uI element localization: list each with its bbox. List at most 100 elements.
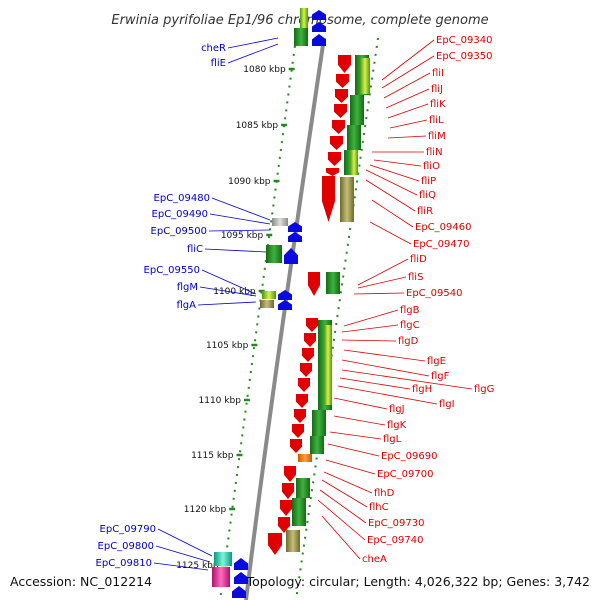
gene-block	[340, 177, 354, 222]
scale-label: 1080 kbp	[243, 65, 286, 75]
forward-gene-arrow	[268, 533, 282, 555]
leader-line	[389, 119, 428, 129]
reverse-gene-arrow	[312, 22, 326, 32]
leader-line	[353, 292, 405, 295]
leader-line	[329, 431, 382, 440]
gene-label: EpC_09480	[154, 193, 210, 204]
reverse-gene-arrow	[278, 300, 292, 310]
gene-block	[266, 245, 282, 263]
gene-label: flgI	[439, 399, 455, 410]
leader-line	[373, 159, 422, 167]
gene-label: EpC_09340	[436, 35, 492, 46]
scale-label: 1110 kbp	[199, 396, 242, 406]
gene-label: fliN	[426, 147, 443, 158]
gene-block	[262, 291, 276, 299]
gene-block	[214, 552, 232, 566]
gene-label: fliQ	[419, 190, 436, 201]
forward-gene-arrow	[306, 318, 318, 332]
gene-labels: cheR fliE EpC_09480 EpC_09490 EpC_09500 fliC E…	[96, 35, 495, 569]
forward-gene-arrow	[292, 424, 304, 438]
gene-block	[300, 8, 308, 28]
forward-gene-arrow	[304, 333, 316, 347]
chromosome-axis	[244, 37, 326, 600]
gene-label: EpC_09790	[100, 524, 156, 535]
gene-label: fliO	[423, 161, 440, 172]
reverse-gene-arrow	[284, 248, 298, 264]
reverse-gene-arrow	[234, 558, 248, 570]
gene-label: flgM	[177, 282, 198, 293]
leader-line	[319, 489, 367, 524]
gene-label: flgA	[177, 300, 197, 311]
leader-line	[321, 479, 368, 508]
gene-label: EpC_09810	[96, 558, 152, 569]
gene-block	[272, 218, 288, 226]
gene-label: cheR	[201, 43, 226, 54]
leader-line	[317, 499, 366, 541]
gene-block	[312, 410, 326, 436]
gene-label: fliR	[417, 206, 433, 217]
scale-label: 1115 kbp	[191, 451, 234, 461]
forward-gene-arrow	[322, 176, 335, 222]
gene-label: fliE	[211, 58, 226, 69]
leader-line	[333, 415, 386, 426]
leader-line	[325, 459, 376, 475]
gene-label: flgE	[427, 356, 446, 367]
reverse-gene-arrow	[312, 10, 326, 20]
leader-line	[204, 248, 267, 253]
gene-block	[292, 498, 306, 526]
gene-block	[286, 530, 300, 552]
gene-label: EpC_09470	[413, 239, 469, 250]
gene-block	[260, 300, 274, 308]
gene-label: EpC_09740	[367, 535, 423, 546]
leader-line	[208, 229, 271, 232]
gene-label: fliP	[421, 176, 436, 187]
leader-line	[371, 199, 414, 228]
leader-line	[381, 39, 435, 81]
gene-label: flhD	[374, 488, 395, 499]
reverse-gene-arrow	[234, 572, 248, 584]
accession-text: Accession: NC_012214	[10, 574, 152, 589]
gene-label: fliC	[187, 244, 203, 255]
reverse-gene-arrow	[288, 222, 302, 232]
gene-label: EpC_09490	[152, 209, 208, 220]
gene-label: EpC_09690	[381, 451, 437, 462]
leader-line	[357, 276, 407, 289]
leader-line	[341, 369, 473, 390]
forward-gene-arrow	[298, 378, 310, 392]
leader-line	[337, 385, 438, 405]
genome-summary-text: Topology: circular; Length: 4,026,322 bp…	[246, 574, 590, 589]
gene-label: EpC_09460	[415, 222, 471, 233]
reverse-gene-arrow	[288, 232, 302, 242]
gene-label: flgH	[412, 384, 432, 395]
forward-gene-arrow	[332, 120, 345, 134]
gene-label: EpC_09730	[368, 518, 424, 529]
leader-line	[365, 169, 418, 196]
gene-label: fliI	[432, 68, 444, 79]
leader-line	[153, 562, 209, 571]
scale-label: 1085 kbp	[236, 121, 279, 131]
gene-label: flgF	[431, 371, 450, 382]
leader-line	[211, 197, 271, 221]
leader-line	[199, 286, 257, 297]
leader-line	[343, 309, 399, 327]
leader-line	[157, 528, 213, 557]
gene-label: flgJ	[389, 404, 405, 415]
gene-label: EpC_09350	[436, 51, 492, 62]
gene-label: flhC	[369, 502, 389, 513]
forward-gene-arrow	[284, 466, 296, 482]
gene-label: EpC_09500	[151, 226, 207, 237]
forward-gene-arrow	[335, 89, 348, 103]
gene-block	[360, 58, 370, 94]
leader-line	[383, 72, 431, 99]
leader-line	[209, 213, 271, 225]
gene-block	[298, 454, 312, 462]
gene-block	[347, 125, 361, 150]
gene-label: fliJ	[431, 84, 443, 95]
leader-line	[357, 258, 409, 286]
forward-gene-arrow	[326, 168, 339, 176]
gene-label: EpC_09700	[377, 469, 433, 480]
leader-line	[327, 443, 380, 457]
gene-block	[350, 150, 358, 175]
